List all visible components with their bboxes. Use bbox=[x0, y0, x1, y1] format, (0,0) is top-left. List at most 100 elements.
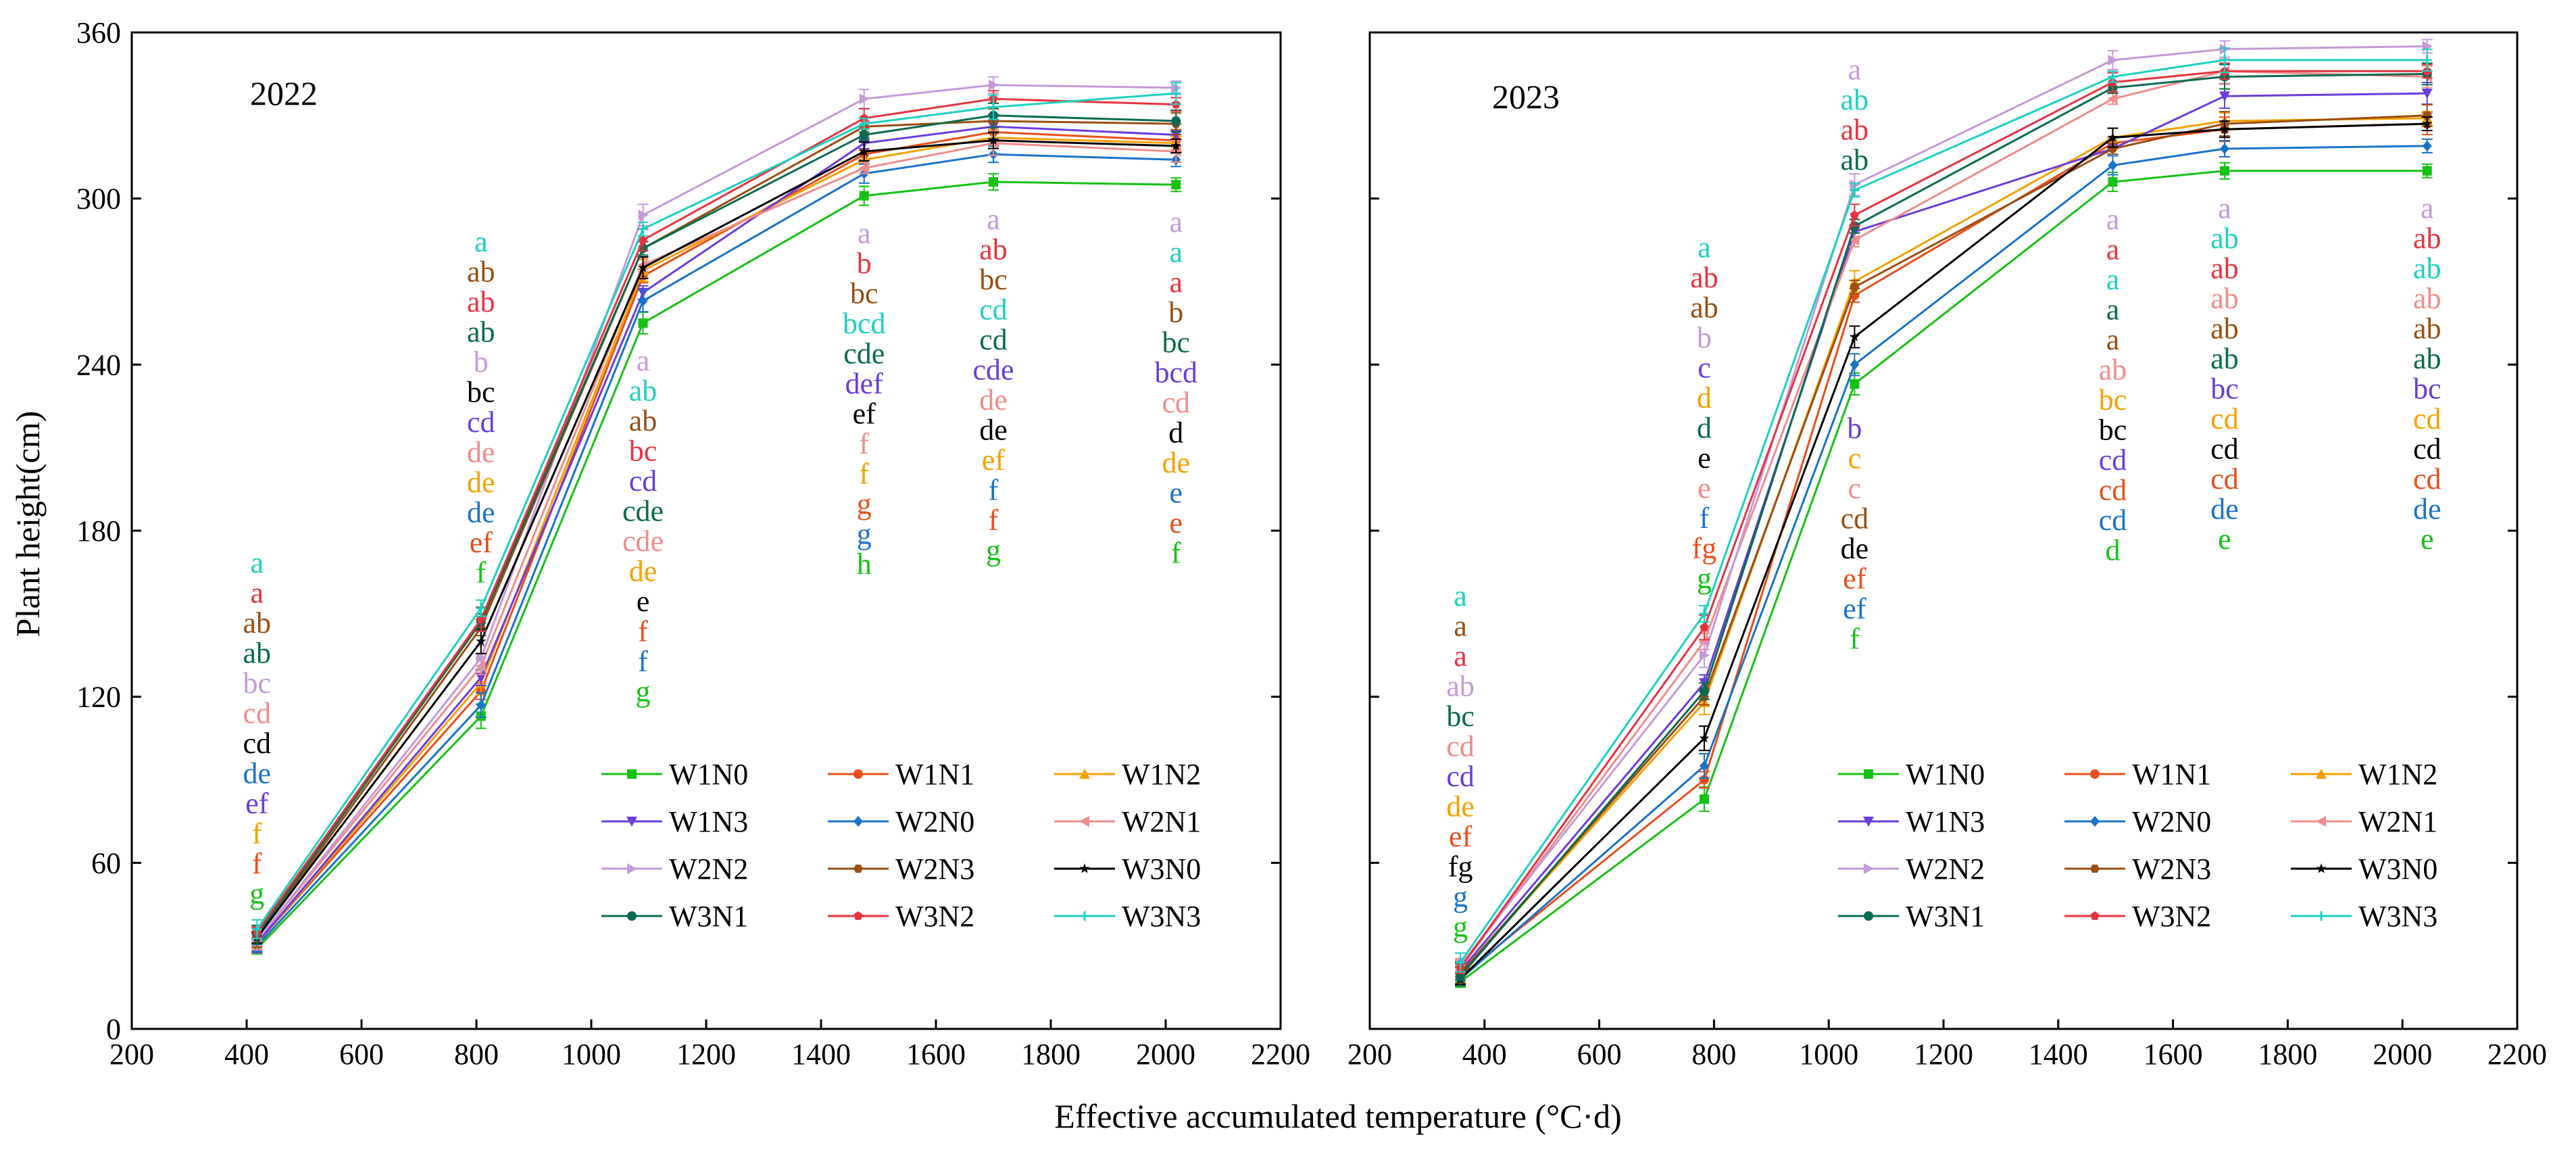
legend-label: W2N1 bbox=[1122, 805, 1201, 838]
legend-item: W3N2 bbox=[828, 900, 974, 933]
legend-marker bbox=[1079, 769, 1090, 779]
significance-letter: bc bbox=[1446, 700, 1475, 733]
x-tick-label: 1200 bbox=[1914, 1038, 1973, 1071]
legend-marker bbox=[2316, 769, 2327, 779]
x-tick-label: 2000 bbox=[1136, 1038, 1195, 1071]
significance-letter: f bbox=[638, 615, 648, 648]
significance-letter: cd bbox=[979, 323, 1008, 356]
significance-letter: ab bbox=[1446, 670, 1475, 703]
data-point-w3n3 bbox=[1699, 608, 1709, 619]
series-line-w2n2 bbox=[1459, 45, 2427, 966]
x-tick-label: 1000 bbox=[1799, 1038, 1858, 1071]
data-point-w3n3 bbox=[859, 119, 869, 129]
significance-letter: f bbox=[1700, 502, 1710, 535]
legend-label: W1N2 bbox=[1122, 758, 1201, 791]
significance-letter: bc bbox=[467, 376, 495, 409]
legend-item: W1N1 bbox=[828, 758, 974, 791]
significance-letter: ab bbox=[2413, 222, 2442, 255]
significance-letter: bc bbox=[2210, 372, 2239, 406]
legend-item: W2N3 bbox=[2064, 852, 2211, 886]
significance-letter: ab bbox=[243, 637, 272, 670]
significance-letter: cd bbox=[1446, 730, 1475, 763]
data-point-w3n3 bbox=[252, 924, 262, 934]
data-point-w3n0 bbox=[1849, 331, 1860, 341]
significance-letter: g bbox=[986, 534, 1001, 567]
legend-marker bbox=[1864, 863, 1874, 874]
data-point-w1n0 bbox=[859, 191, 869, 201]
x-tick-label: 800 bbox=[454, 1038, 499, 1071]
legend-item: W3N2 bbox=[2064, 900, 2211, 933]
data-point-w3n0 bbox=[1699, 733, 1710, 743]
significance-letter: bc bbox=[629, 434, 658, 467]
series-line-w2n1 bbox=[256, 142, 1176, 941]
significance-letter: d bbox=[1697, 411, 1712, 444]
significance-letter: ab bbox=[1841, 83, 1869, 116]
significance-letter: fg bbox=[1692, 531, 1717, 564]
x-tick-label: 1400 bbox=[2029, 1038, 2088, 1071]
significance-letter: f bbox=[252, 847, 262, 880]
series-line-w1n0 bbox=[1460, 170, 2427, 983]
series-line-w3n1 bbox=[256, 114, 1176, 936]
significance-letter: ab bbox=[467, 285, 495, 318]
significance-letter: a bbox=[1170, 206, 1183, 239]
significance-letter: cd bbox=[1841, 502, 1869, 535]
data-point-w3n0 bbox=[2219, 124, 2230, 134]
data-point-w3n3 bbox=[2422, 55, 2432, 65]
significance-letter: b bbox=[1168, 296, 1183, 329]
data-point-w2n0 bbox=[2108, 160, 2118, 171]
significance-letter: a bbox=[2106, 323, 2120, 356]
legend-item: W2N2 bbox=[601, 852, 748, 886]
significance-letter: ab bbox=[1841, 114, 1869, 147]
series-line-w1n3 bbox=[256, 125, 1176, 944]
legend-marker bbox=[2090, 816, 2100, 827]
legend-marker bbox=[853, 816, 863, 827]
legend-marker bbox=[1864, 769, 1873, 779]
legend-label: W3N0 bbox=[2358, 852, 2437, 886]
legend-label: W1N2 bbox=[2358, 758, 2437, 791]
significance-letter: ab bbox=[2413, 312, 2442, 345]
significance-letter: de bbox=[979, 383, 1008, 416]
x-tick-label: 1800 bbox=[1021, 1038, 1081, 1071]
data-point-w2n1 bbox=[1699, 635, 1709, 647]
significance-letter: de bbox=[2413, 493, 2442, 526]
significance-letter: a bbox=[1848, 53, 1862, 87]
significance-letter: de bbox=[1841, 532, 1869, 565]
data-point-w2n0 bbox=[476, 700, 486, 711]
legend-label: W3N2 bbox=[895, 900, 974, 933]
series-line-w1n3 bbox=[1459, 92, 2427, 971]
significance-letter: f bbox=[859, 427, 869, 460]
legend-item: W1N2 bbox=[2291, 758, 2437, 791]
data-point-w3n3 bbox=[2108, 72, 2118, 82]
legend-item: W2N1 bbox=[2291, 805, 2437, 838]
legend-marker bbox=[853, 864, 863, 873]
significance-letter: f bbox=[1171, 537, 1181, 570]
x-tick-label: 400 bbox=[224, 1038, 269, 1071]
legend-item: W2N0 bbox=[828, 805, 974, 838]
significance-letter: g bbox=[857, 518, 872, 551]
data-point-w3n2 bbox=[638, 235, 648, 244]
data-point-w2n2 bbox=[989, 79, 999, 91]
significance-letter: de bbox=[629, 554, 658, 587]
panel-title: 2022 bbox=[250, 74, 318, 112]
legend-marker bbox=[2316, 863, 2327, 873]
significance-letter: a bbox=[251, 546, 264, 579]
significance-letter: cd bbox=[2413, 402, 2442, 435]
series-line-w1n2 bbox=[256, 137, 1176, 944]
data-point-w3n0 bbox=[637, 262, 649, 272]
significance-letter: a bbox=[637, 344, 650, 377]
legend-item: W3N3 bbox=[2291, 900, 2437, 933]
significance-letter: ab bbox=[629, 374, 658, 407]
significance-letter: cd bbox=[629, 464, 658, 498]
significance-letter: ef bbox=[1843, 592, 1866, 625]
significance-letter: f bbox=[476, 556, 486, 589]
significance-letter: ab bbox=[243, 606, 272, 640]
chart-panel-2023: 200 400 600 800 1000 1200 1400 1600 1800 2000 2200… bbox=[1347, 31, 2547, 1071]
significance-letter: c bbox=[1848, 441, 1862, 475]
significance-letter: b bbox=[1847, 412, 1862, 445]
series-line-w3n0 bbox=[256, 139, 1176, 938]
data-point-w2n1 bbox=[1849, 235, 1860, 246]
legend-marker bbox=[627, 769, 637, 779]
data-point-w1n0 bbox=[638, 318, 648, 328]
significance-letter: e bbox=[2421, 523, 2434, 556]
